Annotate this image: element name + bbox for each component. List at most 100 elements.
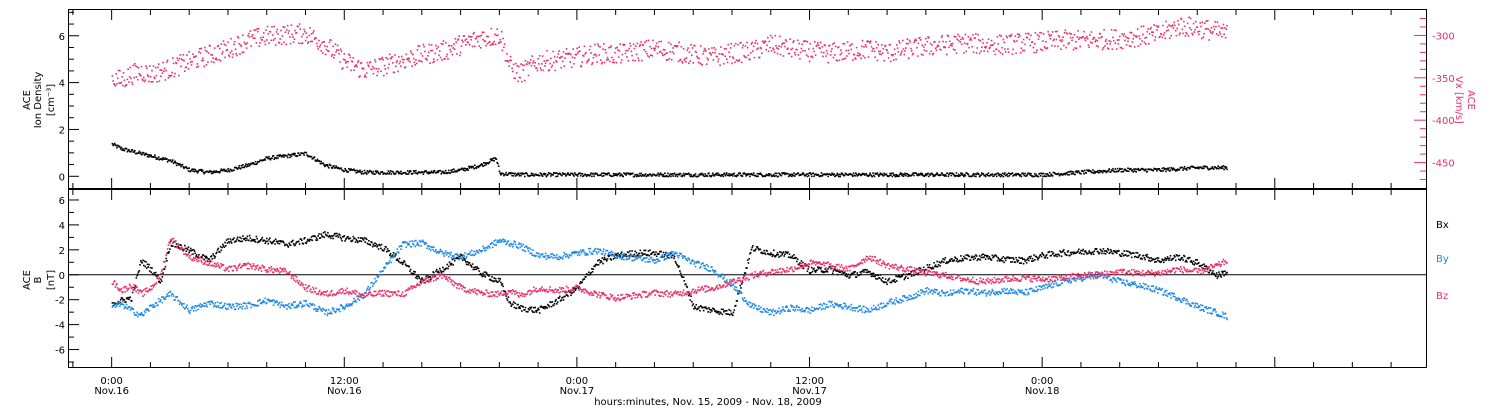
density-point	[472, 166, 475, 168]
velocity-point	[303, 28, 305, 31]
velocity-point	[532, 60, 535, 62]
by-point	[240, 303, 243, 305]
bx-point	[688, 294, 690, 297]
velocity-point	[410, 52, 413, 54]
density-point	[1094, 172, 1096, 174]
bx-point	[834, 268, 836, 270]
bx-point	[1169, 255, 1172, 257]
bx-point	[838, 271, 841, 273]
velocity-point	[1140, 25, 1143, 28]
velocity-point	[764, 40, 767, 43]
by-point	[186, 304, 188, 307]
density-point	[1108, 168, 1111, 170]
velocity-point	[1060, 48, 1062, 50]
bx-point	[1223, 274, 1225, 277]
density-point	[1146, 170, 1149, 173]
bx-point	[610, 259, 613, 261]
by-point	[195, 309, 197, 312]
velocity-point	[549, 62, 551, 65]
by-point	[310, 303, 312, 305]
density-point	[371, 172, 374, 175]
velocity-point	[776, 47, 778, 49]
bx-point	[189, 249, 191, 252]
density-point	[690, 173, 692, 176]
bx-point	[1163, 261, 1165, 264]
bx-point	[609, 254, 611, 257]
bx-point	[414, 271, 416, 273]
bx-point	[690, 295, 692, 297]
velocity-point	[121, 76, 123, 78]
density-point	[943, 175, 946, 177]
velocity-point	[707, 59, 709, 61]
velocity-point	[827, 61, 829, 64]
x-tick-label-time: 0:00	[100, 376, 122, 387]
by-point	[307, 304, 310, 307]
velocity-point	[1121, 33, 1123, 35]
bx-point	[1060, 251, 1062, 254]
velocity-point	[843, 42, 846, 45]
bx-point	[1148, 257, 1151, 259]
bx-point	[603, 256, 606, 259]
velocity-point	[360, 61, 363, 64]
density-point	[273, 158, 275, 161]
velocity-point	[641, 59, 643, 62]
bx-point	[356, 240, 358, 242]
velocity-point	[880, 53, 882, 56]
by-point	[290, 304, 293, 306]
velocity-point	[899, 42, 901, 44]
density-point	[1206, 166, 1208, 168]
velocity-point	[246, 42, 249, 44]
bx-point	[605, 258, 607, 261]
bx-point	[177, 245, 179, 248]
bx-point	[744, 272, 747, 274]
density-point	[516, 174, 519, 176]
density-point	[289, 156, 291, 159]
velocity-point	[654, 47, 656, 50]
velocity-point	[796, 48, 798, 51]
bx-point	[1193, 264, 1196, 266]
bx-point	[1090, 253, 1093, 256]
bx-point	[574, 289, 577, 292]
density-point	[174, 160, 176, 163]
bx-point	[512, 303, 514, 305]
density-point	[1158, 168, 1161, 170]
velocity-point	[1072, 36, 1074, 39]
density-point	[1059, 174, 1061, 176]
bx-point	[1032, 260, 1035, 262]
by-point	[119, 303, 122, 306]
velocity-point	[225, 44, 227, 47]
velocity-point	[908, 57, 910, 59]
density-point	[777, 175, 780, 178]
velocity-point	[694, 44, 696, 47]
density-point	[1097, 170, 1099, 172]
bx-point	[861, 270, 864, 272]
velocity-point	[405, 53, 407, 56]
velocity-point	[893, 48, 896, 51]
velocity-point	[350, 69, 352, 72]
velocity-point	[1212, 25, 1215, 28]
density-point	[360, 173, 363, 175]
velocity-point	[732, 57, 735, 60]
bx-point	[697, 307, 700, 310]
density-point	[543, 172, 545, 175]
bx-point	[893, 280, 895, 283]
density-point	[901, 174, 903, 177]
bx-point	[801, 264, 803, 267]
velocity-point	[148, 80, 150, 83]
bx-point	[502, 285, 504, 288]
velocity-point	[172, 62, 175, 65]
by-point	[185, 306, 188, 308]
velocity-point	[556, 61, 558, 63]
velocity-point	[819, 47, 821, 50]
bx-point	[662, 251, 665, 254]
velocity-point	[409, 60, 411, 63]
density-point	[1107, 169, 1110, 172]
density-point	[991, 173, 994, 175]
density-point	[1044, 175, 1046, 178]
bx-point	[441, 270, 443, 273]
density-point	[752, 172, 755, 174]
velocity-point	[678, 41, 680, 44]
bx-point	[972, 256, 974, 259]
bx-point	[720, 308, 723, 311]
density-point	[923, 175, 926, 177]
